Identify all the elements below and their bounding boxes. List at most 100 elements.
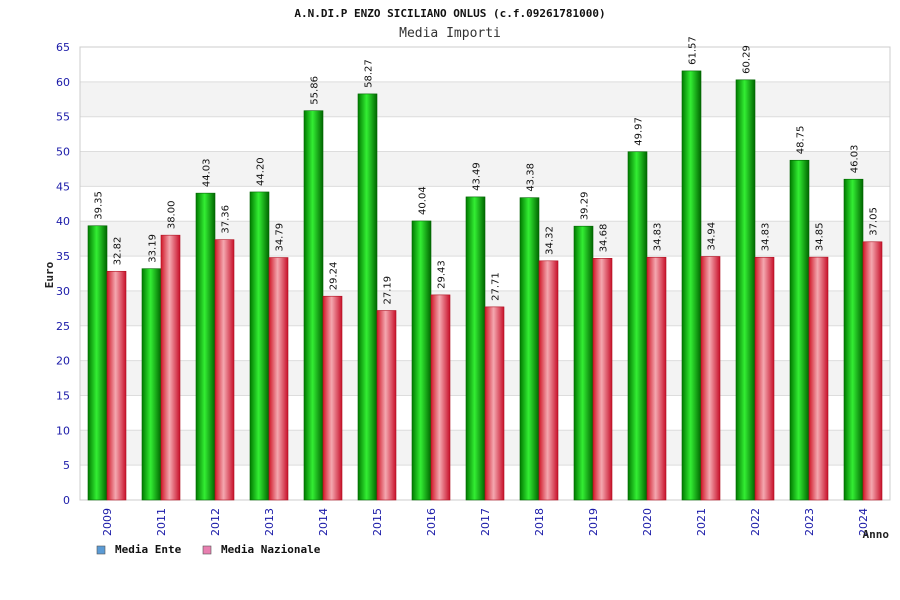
x-tick-label: 2017 (479, 508, 492, 536)
bar-value-label: 48.75 (796, 126, 807, 155)
y-tick-label: 45 (56, 180, 70, 193)
y-tick-label: 60 (56, 76, 70, 89)
bar-value-label: 34.94 (707, 222, 718, 251)
legend-swatch-media-nazionale (202, 545, 212, 555)
bar-value-label: 58.27 (364, 59, 375, 88)
bar-value-label: 39.35 (94, 191, 105, 220)
bar-value-label: 33.19 (148, 234, 159, 263)
bar-value-label: 27.19 (383, 276, 394, 305)
bar-media-ente-2021 (681, 70, 702, 501)
bar-media-nazionale-2019 (592, 258, 613, 501)
y-tick-label: 20 (56, 355, 70, 368)
x-tick-label: 2012 (209, 508, 222, 536)
bar-value-label: 32.82 (113, 237, 124, 266)
bar-media-nazionale-2012 (214, 239, 235, 501)
y-tick-label: 50 (56, 146, 70, 159)
bars (87, 70, 883, 501)
bar-media-ente-2016 (411, 220, 432, 501)
x-tick-label: 2024 (857, 508, 870, 536)
bar-value-label: 44.03 (202, 159, 213, 188)
bar-value-label: 27.71 (491, 272, 502, 301)
value-labels: 39.35 32.82 33.19 38.00 44.03 37.36 44.20 34.79… (94, 36, 880, 304)
bar-value-label: 34.79 (275, 223, 286, 252)
bar-value-label: 43.49 (472, 162, 483, 191)
legend-label-media-ente: Media Ente (115, 543, 182, 556)
y-tick-label: 15 (56, 389, 70, 402)
bar-value-label: 34.83 (761, 223, 772, 252)
legend: Media Ente Media Nazionale (96, 543, 321, 556)
bar-value-label: 38.00 (167, 201, 178, 230)
x-tick-label: 2022 (749, 508, 762, 536)
bar-value-label: 60.29 (742, 45, 753, 74)
bar-media-nazionale-2011 (160, 234, 181, 501)
y-tick-label: 65 (56, 41, 70, 54)
x-tick-label: 2023 (803, 508, 816, 536)
bar-media-ente-2017 (465, 196, 486, 501)
bar-media-nazionale-2009 (106, 270, 127, 501)
bar-value-label: 29.43 (437, 260, 448, 289)
bar-value-label: 55.86 (310, 76, 321, 105)
grid-band (80, 81, 890, 117)
bar-value-label: 34.85 (815, 222, 826, 251)
y-axis-label: Euro (43, 261, 56, 288)
x-tick-label: 2009 (101, 508, 114, 536)
legend-swatch-media-ente (96, 545, 106, 555)
x-tick-label: 2011 (155, 508, 168, 536)
x-axis-ticks: 2009 2011 2012 2013 2014 2015 2016 2017 2018 2019… (101, 508, 870, 536)
bar-media-nazionale-2020 (646, 256, 667, 501)
bar-media-nazionale-2022 (754, 256, 775, 501)
y-tick-label: 40 (56, 215, 70, 228)
bar-media-nazionale-2023 (808, 256, 829, 501)
y-tick-label: 5 (63, 459, 70, 472)
bar-media-nazionale-2013 (268, 257, 289, 501)
y-tick-label: 55 (56, 111, 70, 124)
x-tick-label: 2016 (425, 508, 438, 536)
bar-value-label: 39.29 (580, 192, 591, 221)
bar-value-label: 37.05 (869, 207, 880, 236)
bar-value-label: 34.68 (599, 224, 610, 253)
bar-value-label: 34.32 (545, 226, 556, 255)
bar-value-label: 44.20 (256, 157, 267, 186)
bar-value-label: 46.03 (850, 145, 861, 174)
bar-value-label: 40.04 (418, 186, 429, 215)
y-axis-ticks: 0 5 10 15 20 25 30 35 40 45 50 55 60 65 (56, 41, 70, 507)
bar-value-label: 61.57 (688, 36, 699, 65)
legend-label-media-nazionale: Media Nazionale (221, 543, 321, 556)
bar-media-ente-2009 (87, 225, 108, 501)
y-tick-label: 10 (56, 424, 70, 437)
x-tick-label: 2019 (587, 508, 600, 536)
x-tick-label: 2021 (695, 508, 708, 536)
y-tick-label: 30 (56, 285, 70, 298)
bar-value-label: 37.36 (221, 205, 232, 234)
bar-media-ente-2018 (519, 197, 540, 501)
bar-media-nazionale-2016 (430, 294, 451, 501)
bar-media-ente-2024 (843, 178, 864, 501)
y-tick-label: 25 (56, 320, 70, 333)
bar-value-label: 49.97 (634, 117, 645, 146)
y-tick-label: 35 (56, 250, 70, 263)
bar-media-nazionale-2015 (376, 310, 397, 501)
bar-media-nazionale-2024 (862, 241, 883, 501)
bar-value-label: 29.24 (329, 262, 340, 291)
bar-value-label: 43.38 (526, 163, 537, 192)
bar-media-nazionale-2018 (538, 260, 559, 501)
bar-media-ente-2023 (789, 159, 810, 501)
bar-media-ente-2012 (195, 192, 216, 501)
bar-media-ente-2011 (141, 268, 162, 501)
chart-title: A.N.DI.P ENZO SICILIANO ONLUS (c.f.09261… (294, 7, 605, 20)
bar-media-nazionale-2017 (484, 306, 505, 501)
bar-media-ente-2019 (573, 225, 594, 501)
bar-media-ente-2022 (735, 79, 756, 501)
y-tick-label: 0 (63, 494, 70, 507)
x-axis-label: Anno (863, 528, 890, 541)
bar-media-nazionale-2021 (700, 256, 721, 501)
chart-subtitle: Media Importi (399, 26, 501, 41)
x-tick-label: 2020 (641, 508, 654, 536)
bar-media-ente-2020 (627, 151, 648, 501)
bar-media-nazionale-2014 (322, 295, 343, 501)
bar-value-label: 34.83 (653, 223, 664, 252)
x-tick-label: 2014 (317, 508, 330, 536)
x-tick-label: 2018 (533, 508, 546, 536)
x-tick-label: 2013 (263, 508, 276, 536)
